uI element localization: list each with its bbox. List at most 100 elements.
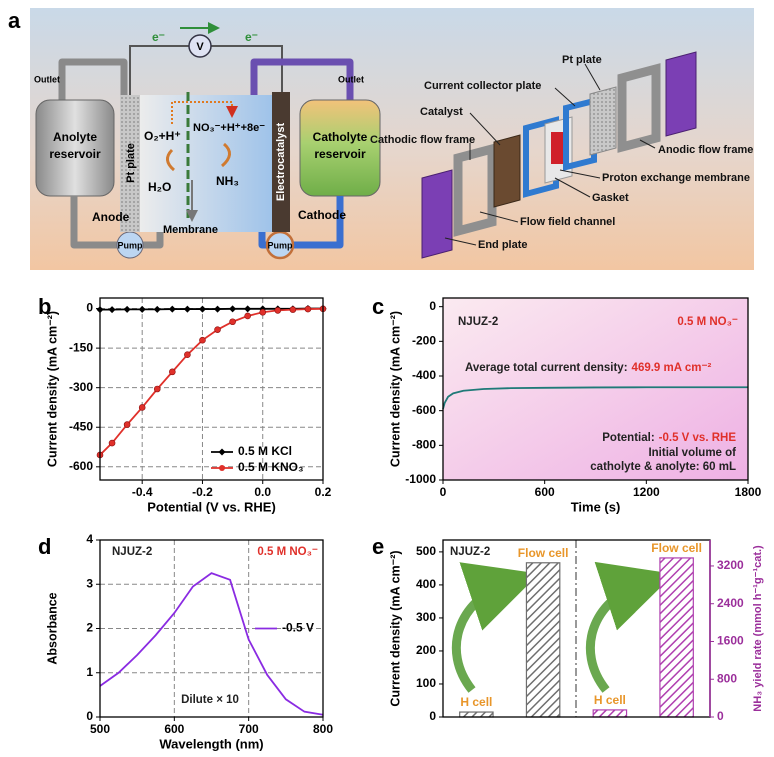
cell xyxy=(140,95,272,232)
marker xyxy=(214,305,222,313)
x-axis-label: Time (s) xyxy=(571,499,621,514)
marker xyxy=(199,336,206,344)
x-tick-label: 0 xyxy=(440,485,447,499)
plot-frame xyxy=(99,539,324,718)
annotation-part: Potential: xyxy=(602,432,654,444)
marker xyxy=(289,306,297,313)
anolyte-label: Anolyte xyxy=(53,130,97,144)
leader xyxy=(639,139,656,149)
marker xyxy=(304,305,312,313)
data-line xyxy=(442,386,748,410)
pt-plate xyxy=(120,95,140,232)
part-label: Flow field channel xyxy=(520,216,615,228)
x-tick-label: 600 xyxy=(164,722,184,736)
y-tick-label: 300 xyxy=(416,610,436,624)
annotation: Potential: -0.5 V vs. RHE xyxy=(602,432,736,444)
annotation-part: NJUZ-2 xyxy=(458,316,498,328)
annotation-part: 0.5 M NO₃⁻ xyxy=(257,546,318,558)
cathode-reaction: NO₃⁻+H⁺+8e⁻ xyxy=(193,122,265,134)
data-line xyxy=(99,307,324,456)
annotation-part: NJUZ-2 xyxy=(112,546,152,558)
tube xyxy=(58,58,128,100)
voltmeter-label: V xyxy=(196,41,204,53)
anode-product: H₂O xyxy=(148,180,171,194)
catalyst xyxy=(493,134,521,208)
annotation: Average total current density: 469.9 mA c… xyxy=(465,362,712,374)
annotation-part: 0.5 M NO₃⁻ xyxy=(677,316,738,328)
proton-path xyxy=(171,101,238,124)
marker xyxy=(123,305,131,313)
x-tick-label: 800 xyxy=(313,722,333,736)
x-tick-label: -0.2 xyxy=(192,485,213,499)
x-axis-label: Wavelength (nm) xyxy=(159,736,263,751)
annotation: NJUZ-2 xyxy=(458,316,498,328)
arrow xyxy=(585,561,675,693)
annotation-part: -0.5 V vs. RHE xyxy=(659,432,737,444)
annotation: 0.5 M NO₃⁻ xyxy=(257,546,318,558)
x-tick-label: 0.2 xyxy=(315,485,332,499)
marker xyxy=(184,351,191,359)
annotation: Dilute × 10 xyxy=(181,694,239,706)
y-tick-label: -300 xyxy=(69,380,93,394)
pt-plate xyxy=(589,86,617,156)
collector-plate xyxy=(563,97,597,171)
annotation-part: 469.9 mA cm⁻² xyxy=(632,362,712,374)
part-label: Cathodic flow frame xyxy=(370,134,475,146)
y-tick-label: 0 xyxy=(429,709,436,723)
marker xyxy=(108,439,116,447)
leader xyxy=(479,211,519,223)
anode-reaction: O₂+H⁺ xyxy=(144,129,181,143)
voltmeter xyxy=(188,34,212,58)
y-tick-label: 0 xyxy=(86,709,93,723)
anolyte-label: reservoir xyxy=(49,147,101,161)
legend-marker xyxy=(218,448,226,456)
x-tick-label: 1200 xyxy=(633,485,660,499)
part-label: Catalyst xyxy=(420,106,463,118)
marker xyxy=(108,306,116,314)
part-label: Anodic flow frame xyxy=(658,144,753,156)
y-tick-label: -200 xyxy=(412,334,436,348)
y2-axis-label: NH₃ yield rate (mmol h⁻¹g⁻¹cat.) xyxy=(752,545,764,712)
y-tick-label: 2 xyxy=(86,621,93,635)
tube xyxy=(258,196,344,249)
annotation-part: Average total current density: xyxy=(465,362,628,374)
collector-plate xyxy=(523,116,559,198)
legend-label: 0.5 M KNO₃ xyxy=(238,460,304,474)
outlet-label: Outlet xyxy=(338,74,364,84)
tube xyxy=(70,196,164,249)
y-tick-label: -600 xyxy=(412,403,436,417)
panel-e-decor xyxy=(451,540,675,717)
marker xyxy=(153,385,161,393)
y-tick-label: 100 xyxy=(416,676,436,690)
annotation: NJUZ-2 xyxy=(112,546,152,558)
y-tick-label: -1000 xyxy=(405,472,436,486)
tube xyxy=(250,58,354,100)
y-tick-label: -400 xyxy=(412,368,436,382)
marker xyxy=(244,305,252,313)
leader xyxy=(554,87,576,107)
annotation-part: catholyte & anolyte: 60 mL xyxy=(590,461,736,473)
marker xyxy=(153,305,161,313)
part-label: End plate xyxy=(478,239,528,251)
x-tick-label: 1800 xyxy=(735,485,762,499)
pump-label: Pump xyxy=(267,240,293,250)
marker xyxy=(138,404,146,411)
panel-label: a xyxy=(8,8,21,33)
y2-tick-label: 3200 xyxy=(717,558,744,572)
y-tick-label: -800 xyxy=(412,438,436,452)
pt-plate-label: Pt plate xyxy=(125,143,137,183)
marker xyxy=(183,305,191,313)
y2-tick-label: 2400 xyxy=(717,596,744,610)
panel-label: e xyxy=(372,534,384,559)
arrow xyxy=(220,142,231,168)
electron-label: e⁻ xyxy=(152,30,165,44)
y-tick-label: 500 xyxy=(416,544,436,558)
annotation: Initial volume of xyxy=(648,447,736,459)
category-label: Flow cell xyxy=(518,546,569,560)
y-tick-label: 400 xyxy=(416,577,436,591)
x-tick-label: 0.0 xyxy=(254,485,271,499)
y-axis-label: Absorbance xyxy=(45,592,59,664)
y2-tick-label: 0 xyxy=(717,709,724,723)
outlet-label: Outlet xyxy=(34,74,60,84)
marker xyxy=(138,305,146,313)
